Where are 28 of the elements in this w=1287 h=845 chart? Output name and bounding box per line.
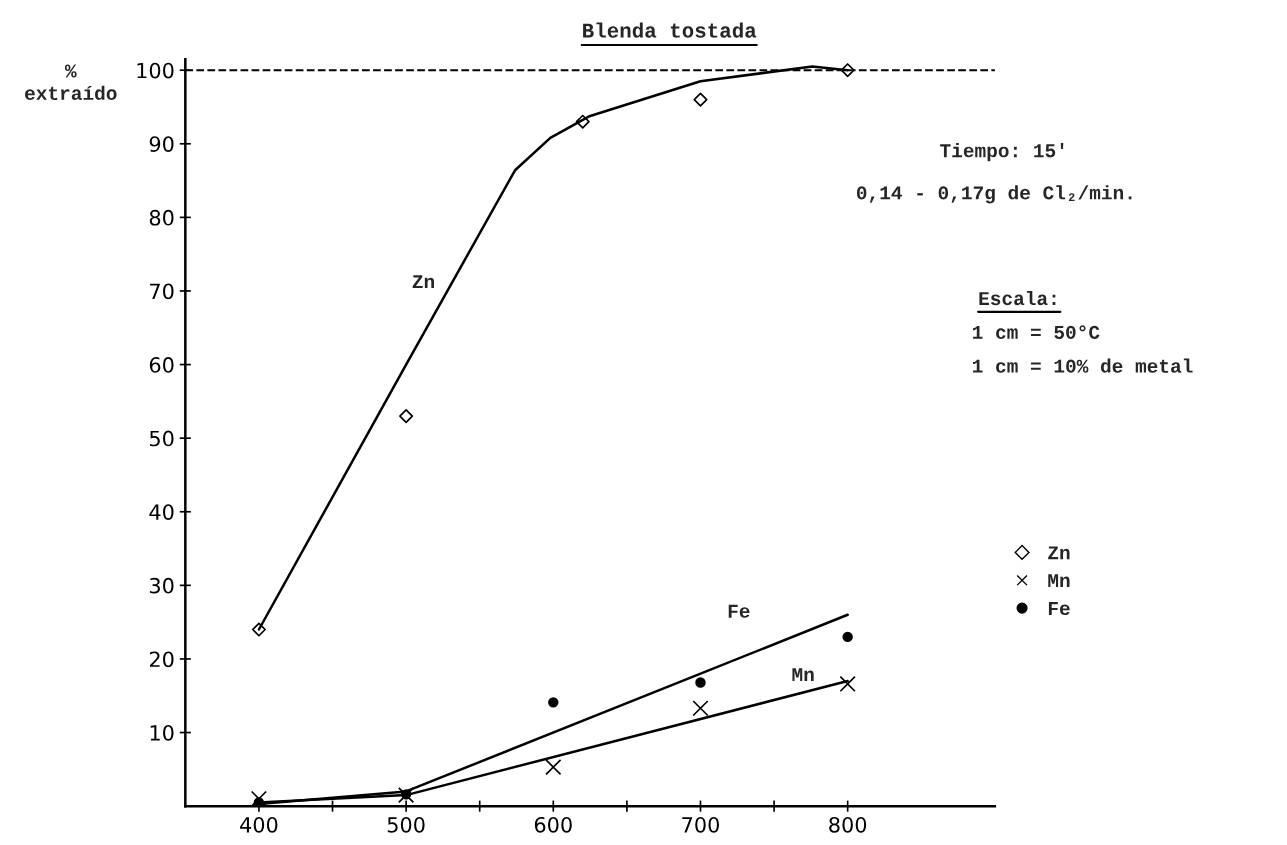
y-tick-label: 90 <box>149 136 174 152</box>
annotation: Fe <box>728 604 750 618</box>
annotation: Mn <box>792 668 814 682</box>
y-tick-label: 50 <box>150 430 174 447</box>
y-tick-label: 10 <box>150 724 174 741</box>
y-tick-label: 60 <box>149 357 174 373</box>
x-tick-label: 600 <box>534 816 572 833</box>
annotation: 1 cm = 50°C <box>972 325 1100 339</box>
y-tick-label: 80 <box>149 209 174 226</box>
y-tick-label: 70 <box>150 283 174 300</box>
legend-label: Zn <box>1048 546 1070 560</box>
annotation: 1 cm = 10% de metal <box>972 358 1193 373</box>
y-tick-label: 30 <box>149 577 174 594</box>
y-tick-label: 20 <box>149 651 174 668</box>
annotation: Escala: <box>979 290 1056 306</box>
annotation: Zn <box>412 275 434 289</box>
x-tick-label: 500 <box>387 816 425 833</box>
legend-label: Mn <box>1048 574 1070 588</box>
legend-label: Fe <box>1048 602 1070 616</box>
x-tick-label: 800 <box>829 816 867 833</box>
annotation: 0,14 - 0,17g de Cl₂/min. <box>856 185 1132 204</box>
x-tick-label: 400 <box>240 816 278 833</box>
y-tick-label: 100 <box>137 62 174 79</box>
x-tick-label: 700 <box>682 816 719 833</box>
y-tick-label: 40 <box>149 504 174 520</box>
annotation: Tiempo: 15' <box>940 143 1064 162</box>
chart-title: Blenda tostada <box>583 22 757 38</box>
y-axis-title: % extraído <box>25 64 117 101</box>
